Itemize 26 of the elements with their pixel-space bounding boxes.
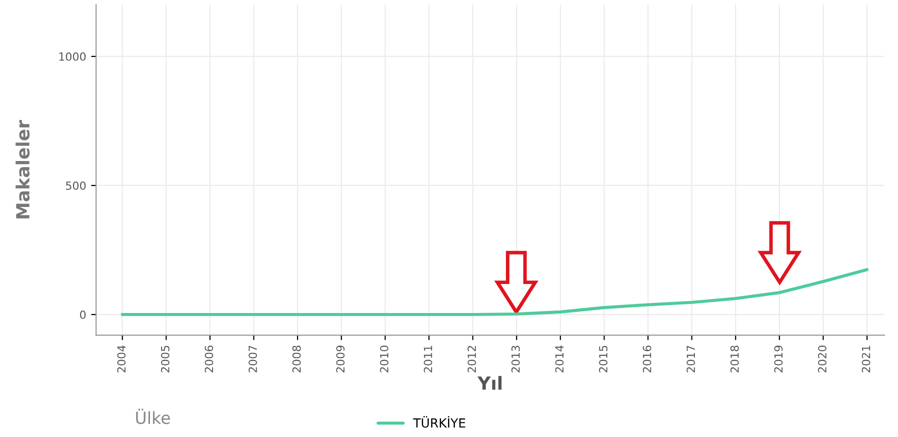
x-tick-label: 2004: [117, 346, 126, 372]
x-tick-label: 2007: [248, 346, 257, 372]
x-tick-label: 2019: [774, 346, 783, 372]
x-axis-title: Yıl: [477, 376, 502, 390]
x-tick-label: 2012: [468, 346, 476, 372]
y-tick-label: 1000: [59, 52, 86, 61]
legend-label: TÜRKİYE: [413, 416, 466, 428]
x-tick-label: 2014: [555, 346, 564, 372]
x-tick-label: 2005: [160, 346, 170, 372]
x-tick-label: 2011: [424, 346, 432, 372]
line-series: [120, 268, 869, 316]
x-tick-label: 2021: [862, 346, 870, 372]
y-tick-label: 500: [66, 181, 86, 190]
y-axis-title: Makaleler: [16, 120, 30, 218]
x-tick-label: 2009: [336, 346, 345, 372]
x-tick-label: 2020: [818, 346, 826, 372]
x-tick-label: 2015: [599, 346, 608, 372]
x-tick-label: 2017: [686, 346, 696, 372]
x-tick-label: 2010: [380, 346, 388, 372]
x-tick-label: 2013: [511, 346, 520, 372]
x-tick-label: 2016: [642, 346, 652, 372]
y-tick-label: 0: [80, 310, 86, 319]
x-tick-label: 2018: [730, 346, 739, 372]
x-tick-label: 2006: [204, 346, 214, 372]
x-tick-label: 2008: [292, 346, 301, 372]
legend-title: Ülke: [136, 408, 170, 424]
